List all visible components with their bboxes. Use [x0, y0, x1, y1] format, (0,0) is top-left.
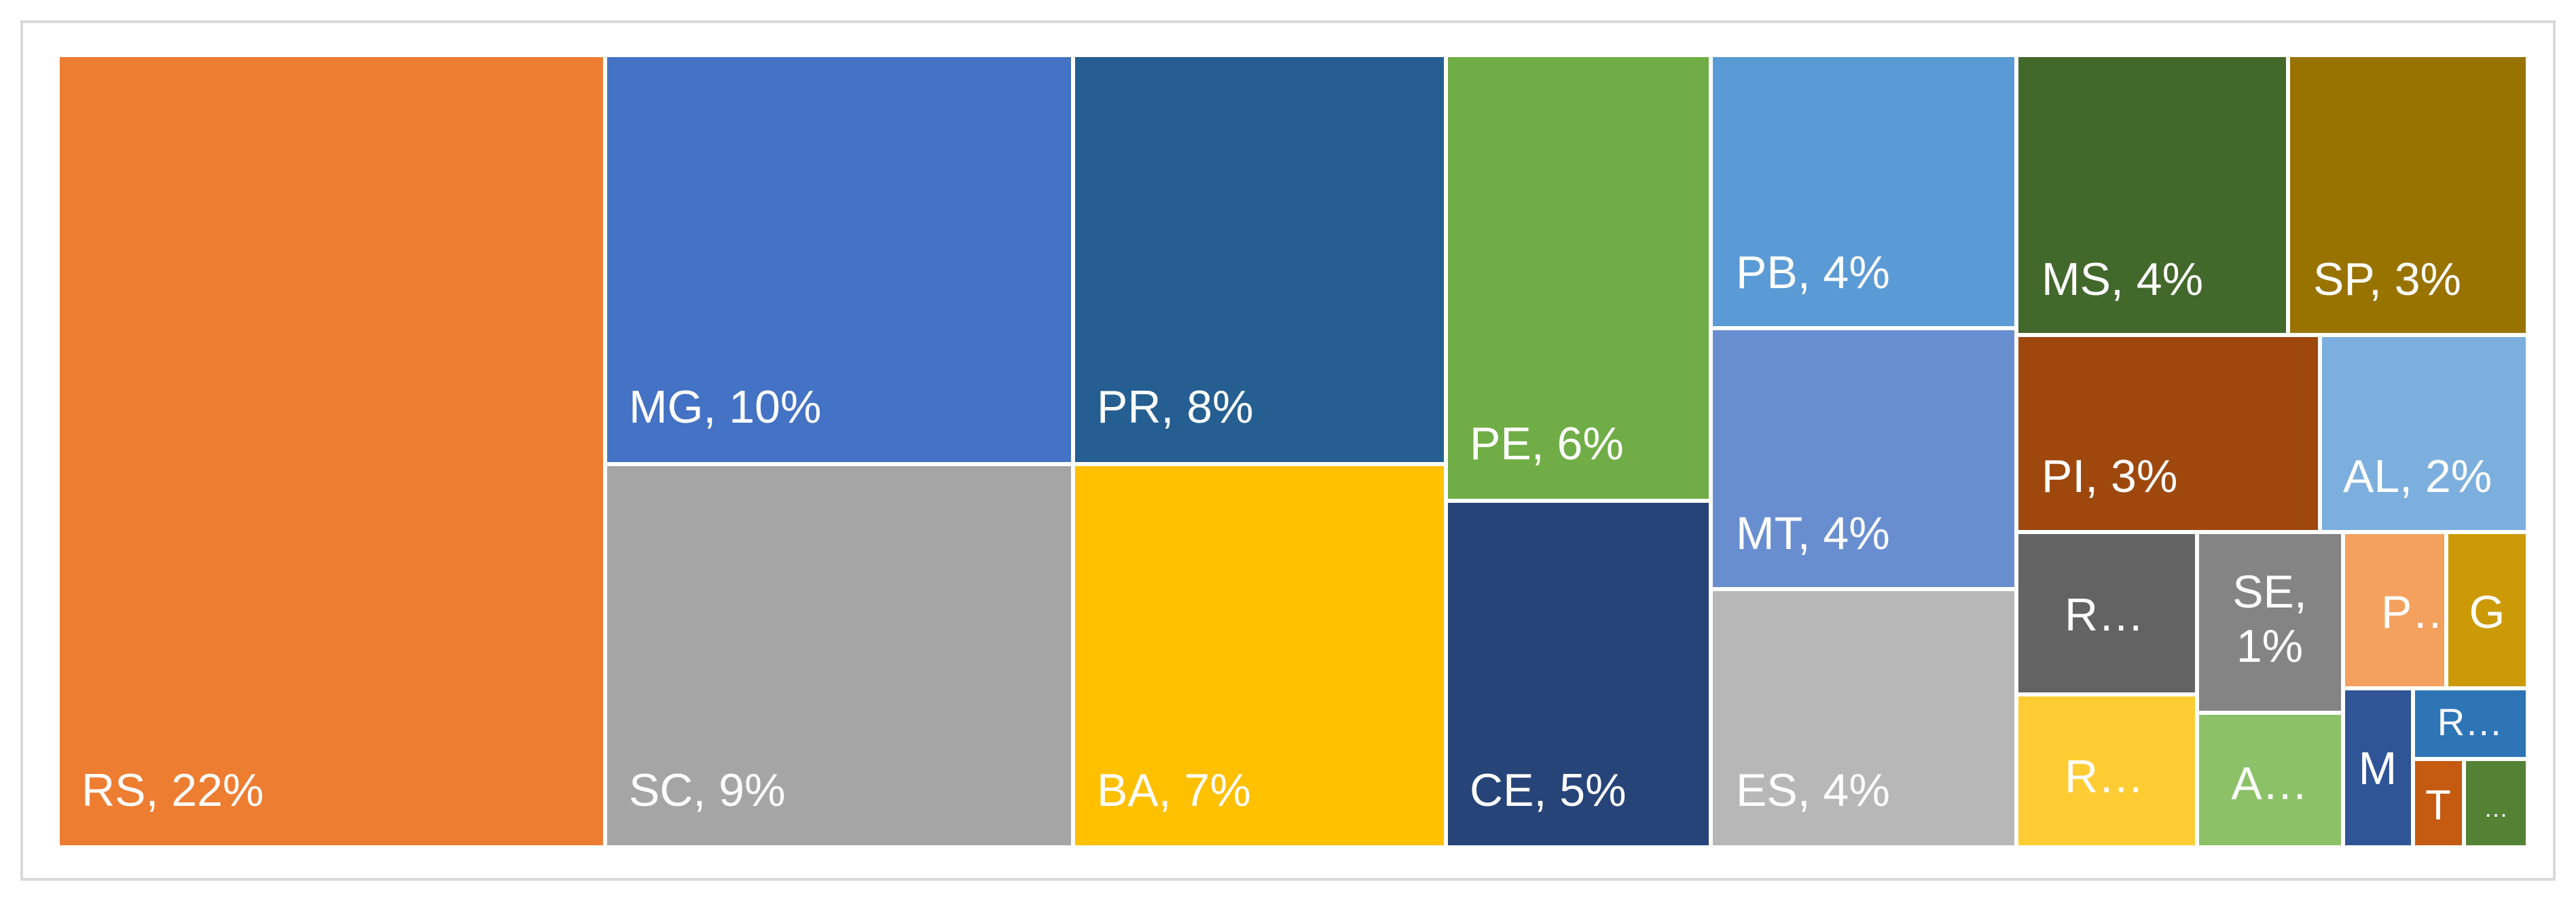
treemap-tile-label: AL, 2% — [2343, 450, 2492, 502]
treemap-tile-label: ES, 4% — [1736, 764, 1890, 816]
treemap-tile-rect — [2018, 534, 2195, 692]
treemap-tile: P… — [2345, 534, 2458, 686]
treemap-chart: RS, 22% MG, 10% SC, 9% PR, 8% BA, 7% PE, 6% CE… — [60, 57, 2526, 845]
treemap-tile: SE, 1% — [2199, 534, 2341, 711]
treemap-tile-rect — [2466, 761, 2526, 845]
treemap-tile-rect — [2018, 57, 2286, 333]
treemap-tile-label: PI, 3% — [2042, 450, 2177, 502]
treemap-tile: RS, 22% — [60, 57, 603, 845]
treemap-tile: T — [2415, 761, 2462, 845]
treemap-tile-label: R… — [2437, 701, 2503, 743]
treemap-tile-label: CE, 5% — [1470, 764, 1627, 816]
treemap-tile-rect — [2322, 337, 2526, 530]
treemap-tile-rect — [60, 57, 603, 845]
treemap-tile-rect — [2290, 57, 2526, 333]
treemap-tile-label: P… — [2381, 586, 2458, 638]
treemap-tile: MG, 10% — [607, 57, 1071, 462]
treemap-tile-label: MG, 10% — [629, 381, 821, 433]
treemap-tile-label: PB, 4% — [1736, 247, 1890, 298]
treemap-tile-label: BA, 7% — [1097, 764, 1251, 816]
treemap-tile: SP, 3% — [2290, 57, 2526, 333]
treemap-tile-rect — [1448, 503, 1709, 845]
treemap-tile-label: RS, 22% — [81, 764, 264, 816]
treemap-tile-label: SP, 3% — [2313, 253, 2461, 305]
treemap-tile: AL, 2% — [2322, 337, 2526, 530]
treemap-tile: ES, 4% — [1713, 591, 2014, 845]
treemap-tile-rect — [607, 466, 1071, 845]
chart-frame: RS, 22% MG, 10% SC, 9% PR, 8% BA, 7% PE, 6% CE… — [20, 20, 2556, 881]
treemap-tile-rect — [1448, 57, 1709, 499]
treemap-tile-rect — [1713, 57, 2014, 326]
treemap-tile-rect — [607, 57, 1071, 462]
treemap-tile-rect — [2018, 696, 2195, 845]
treemap-tile-label: SC, 9% — [629, 764, 786, 816]
treemap-tile: M — [2345, 690, 2411, 845]
treemap-tile: A… — [2199, 715, 2341, 845]
treemap-tile-label: SE, 1% — [2232, 566, 2307, 672]
treemap-tile-rect — [2415, 690, 2526, 757]
treemap-tile-rect — [1713, 330, 2014, 587]
treemap-tile-rect — [2199, 534, 2341, 711]
treemap-tile-label: MS, 4% — [2042, 253, 2203, 305]
treemap-tile-rect — [2345, 534, 2444, 686]
treemap-tile: PE, 6% — [1448, 57, 1709, 499]
treemap-tile-label: T — [2425, 782, 2451, 829]
treemap-tile: R… — [2018, 696, 2195, 845]
treemap-tile: R… — [2018, 534, 2195, 692]
treemap-tile: SC, 9% — [607, 466, 1071, 845]
treemap-tile-rect — [1713, 591, 2014, 845]
treemap-tile-rect — [2199, 715, 2341, 845]
treemap-tile-rect — [2345, 690, 2411, 845]
treemap-tile: R… — [2415, 690, 2526, 757]
treemap-tile-rect — [2018, 337, 2318, 530]
treemap-tile-label: PE, 6% — [1470, 418, 1624, 470]
treemap-tile: PB, 4% — [1713, 57, 2014, 326]
treemap-tile-rect — [1075, 466, 1444, 845]
treemap-tile-rect — [1075, 57, 1444, 462]
treemap-tile: G — [2448, 534, 2526, 686]
treemap-tile: PR, 8% — [1075, 57, 1444, 462]
treemap-tile: BA, 7% — [1075, 466, 1444, 845]
treemap-tile: MT, 4% — [1713, 330, 2014, 587]
treemap-tile: PI, 3% — [2018, 337, 2318, 530]
treemap-tile-label: G — [2469, 586, 2505, 638]
treemap-tile: … — [2466, 761, 2526, 845]
treemap-tile: MS, 4% — [2018, 57, 2286, 333]
treemap-tile-rect — [2415, 761, 2462, 845]
treemap-tile-label: R… — [2065, 751, 2144, 802]
treemap-tile-label: R… — [2065, 589, 2144, 641]
treemap-tile-label: M — [2359, 743, 2397, 794]
treemap-tile-rect — [2448, 534, 2526, 686]
treemap-tile-label: A… — [2231, 758, 2308, 809]
treemap-tile-label: … — [2484, 794, 2508, 822]
treemap-tile-label: PR, 8% — [1097, 381, 1254, 433]
treemap-tile-label: MT, 4% — [1736, 508, 1890, 559]
treemap-tile: CE, 5% — [1448, 503, 1709, 845]
